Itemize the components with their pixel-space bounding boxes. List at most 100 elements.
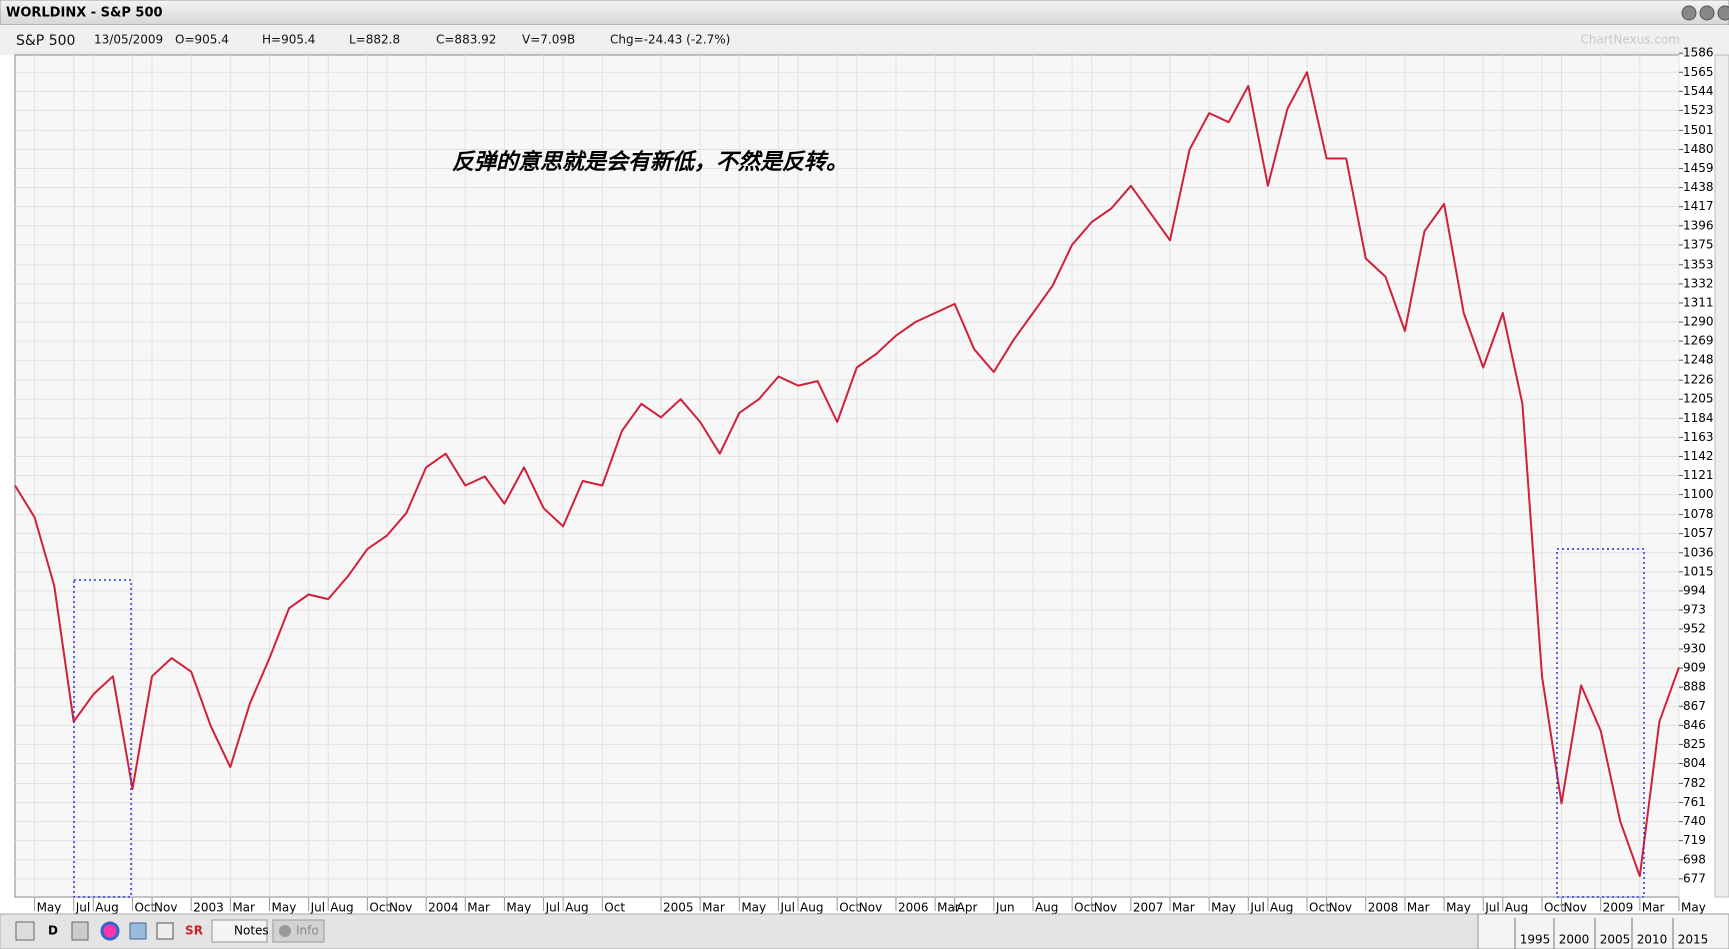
x-tick-label: Aug [1270, 901, 1293, 915]
timeline-year: 2005 [1600, 933, 1631, 947]
close: C=883.92 [436, 33, 496, 47]
y-tick-label: 1311 [1683, 295, 1714, 309]
highlight-box [1556, 548, 1645, 898]
y-tick-label: 1226 [1683, 373, 1714, 387]
y-tick-label: 804 [1683, 756, 1706, 770]
watermark: ChartNexus.com [1580, 33, 1680, 47]
x-tick-label: 2003 [193, 901, 224, 915]
x-tick-label: Aug [565, 901, 588, 915]
y-tick-label: 1269 [1683, 334, 1714, 348]
timeline-year: 1995 [1520, 933, 1551, 947]
x-tick-label: Aug [1505, 901, 1528, 915]
timeline-year: 2010 [1637, 933, 1668, 947]
x-tick-label: Mar [702, 901, 725, 915]
x-tick-label: Oct [604, 901, 625, 915]
title-bar [0, 0, 1729, 26]
y-tick-label: 1100 [1683, 487, 1714, 501]
x-tick-label: Jul [310, 901, 325, 915]
axes: 1586 1565 1544 1523 1501 1480 1459 1438 1417 1396… [34, 46, 1714, 915]
info-row [0, 25, 1729, 55]
y-tick-label: 1459 [1683, 161, 1714, 175]
timeline[interactable] [1477, 913, 1729, 949]
x-tick-label: Jun [995, 901, 1015, 915]
x-tick-label: Oct [839, 901, 860, 915]
x-tick-label: Nov [154, 901, 177, 915]
y-tick-label: 1544 [1683, 84, 1714, 98]
x-tick-label: Oct [1309, 901, 1330, 915]
x-tick-label: 2007 [1133, 901, 1164, 915]
series [14, 71, 1680, 878]
sr-button[interactable]: SR [185, 924, 203, 938]
x-tick-label: 2006 [898, 901, 929, 915]
y-tick-label: 1057 [1683, 526, 1714, 540]
y-tick-label: 888 [1683, 680, 1706, 694]
y-tick-label: 1205 [1683, 392, 1714, 406]
x-tick-label: Apr [957, 901, 978, 915]
y-tick-label: 677 [1683, 871, 1706, 885]
low: L=882.8 [349, 33, 400, 47]
grid [15, 52, 1680, 897]
notes-label: Notes [234, 924, 269, 938]
x-tick-label: May [506, 901, 531, 915]
x-tick-label: Nov [1094, 901, 1117, 915]
y-tick-label: 1290 [1683, 315, 1714, 329]
y-tick-label: 1015 [1683, 564, 1714, 578]
x-tick-label: Mar [937, 901, 960, 915]
menu-button[interactable] [15, 921, 35, 941]
y-tick-label: 1438 [1683, 180, 1714, 194]
layout-button[interactable] [129, 922, 147, 940]
x-tick-label: 2009 [1603, 901, 1634, 915]
x-tick-label: May [741, 901, 766, 915]
highlight-box [73, 579, 132, 898]
x-tick-label: 2005 [663, 901, 694, 915]
x-tick-label: Nov [1564, 901, 1587, 915]
y-tick-label: 825 [1683, 737, 1706, 751]
volume: V=7.09B [522, 33, 575, 47]
timeline-years: 1995 2000 2005 2010 2015 [1514, 918, 1708, 949]
x-tick-label: Mar [1642, 901, 1665, 915]
window-title: WORLDINX - S&P 500 [6, 6, 163, 21]
x-tick-label: Mar [1172, 901, 1195, 915]
x-tick-label: Jul [1249, 901, 1264, 915]
close-button[interactable] [1717, 5, 1729, 21]
y-tick-label: 909 [1683, 661, 1706, 675]
y-tick-label: 719 [1683, 833, 1706, 847]
y-tick-label: 1586 [1683, 46, 1714, 60]
x-tick-label: Oct [1544, 901, 1565, 915]
x-tick-label: 2008 [1368, 901, 1399, 915]
y-tick-label: 1565 [1683, 65, 1714, 79]
annotation: 反弹的意思就是会有新低，不然是反转。 [452, 149, 848, 175]
y-tick-label: 930 [1683, 642, 1706, 656]
period-button[interactable]: D [48, 924, 58, 938]
x-tick-label: Mar [467, 901, 490, 915]
x-tick-label: Jul [545, 901, 560, 915]
x-tick-label: Aug [1035, 901, 1058, 915]
maximize-button[interactable] [1699, 5, 1715, 21]
high: H=905.4 [262, 33, 315, 47]
x-tick-label: Oct [134, 901, 155, 915]
x-tick-label: 2004 [428, 901, 459, 915]
chart-type-button[interactable] [71, 921, 89, 941]
y-tick-label: 1184 [1683, 411, 1714, 425]
x-tick-label: Oct [369, 901, 390, 915]
pan-button[interactable] [156, 922, 174, 940]
y-tick-label: 761 [1683, 795, 1706, 809]
y-tick-label: 1036 [1683, 545, 1714, 559]
y-tick-label: 1501 [1683, 123, 1714, 137]
y-tick-label: 846 [1683, 718, 1706, 732]
minimize-button[interactable] [1681, 5, 1697, 21]
x-tick-label: Nov [1329, 901, 1352, 915]
color-button[interactable] [100, 921, 120, 941]
y-tick-label: 1417 [1683, 199, 1714, 213]
x-tick-label: Aug [95, 901, 118, 915]
y-tick-label: 1078 [1683, 507, 1714, 521]
y-tick-label: 973 [1683, 602, 1706, 616]
scrollbar[interactable] [1714, 54, 1729, 898]
y-tick-label: 1142 [1683, 449, 1714, 463]
y-tick-label: 952 [1683, 622, 1706, 636]
y-tick-label: 1163 [1683, 430, 1714, 444]
x-tick-label: Jul [779, 901, 794, 915]
x-tick-label: Nov [859, 901, 882, 915]
y-tick-label: 1332 [1683, 276, 1714, 290]
notes-button[interactable] [211, 919, 268, 943]
